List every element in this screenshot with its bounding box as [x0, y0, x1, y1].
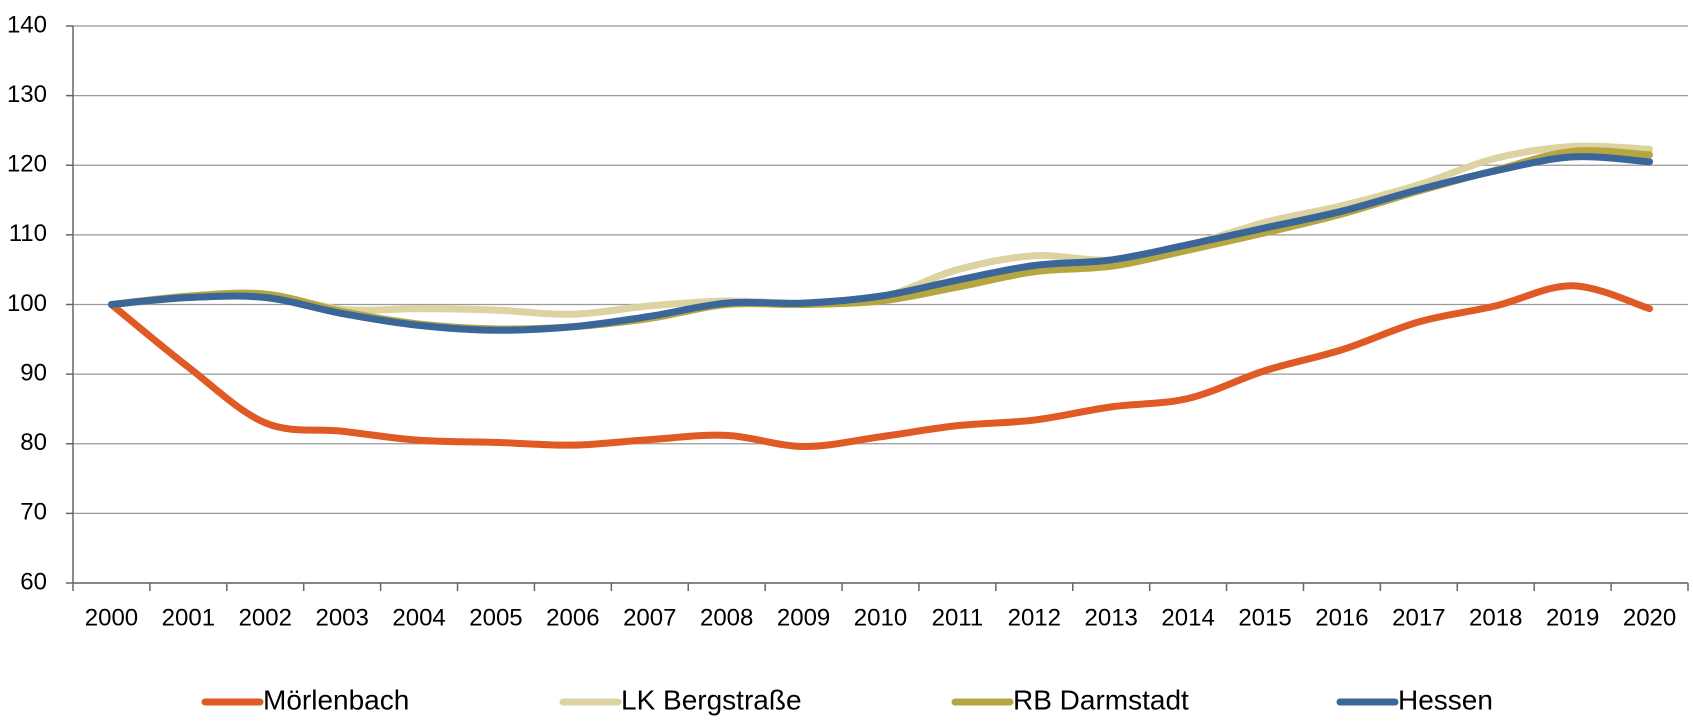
legend-label: Hessen	[1398, 684, 1493, 715]
legend-label: LK Bergstraße	[621, 684, 802, 715]
x-tick-label: 2015	[1238, 604, 1291, 631]
y-tick-label: 120	[7, 151, 47, 178]
legend-label: Mörlenbach	[263, 684, 409, 715]
x-tick-label: 2018	[1469, 604, 1522, 631]
x-tick-label: 2010	[854, 604, 907, 631]
legend-label: RB Darmstadt	[1013, 684, 1189, 715]
series-line	[107, 147, 1654, 333]
x-tick-label: 2008	[700, 604, 753, 631]
x-tick-label: 2019	[1546, 604, 1599, 631]
x-tick-label: 2020	[1623, 604, 1676, 631]
x-tick-label: 2013	[1085, 604, 1138, 631]
y-tick-label: 90	[20, 359, 47, 386]
y-tick-label: 80	[20, 429, 47, 456]
x-tick-label: 2001	[162, 604, 215, 631]
y-tick-label: 110	[9, 220, 47, 247]
y-tick-label: 130	[7, 81, 47, 108]
series-line	[107, 282, 1654, 451]
x-tick-label: 2005	[469, 604, 522, 631]
x-tick-label: 2009	[777, 604, 830, 631]
x-tick-label: 2011	[932, 604, 984, 631]
x-tick-label: 2003	[315, 604, 368, 631]
series-line	[107, 142, 1654, 318]
x-tick-label: 2002	[239, 604, 292, 631]
series-line	[107, 153, 1654, 334]
x-tick-label: 2012	[1008, 604, 1061, 631]
x-tick-label: 2006	[546, 604, 599, 631]
y-tick-label: 60	[20, 568, 47, 595]
x-tick-label: 2017	[1392, 604, 1445, 631]
y-tick-label: 140	[7, 11, 47, 38]
x-tick-label: 2007	[623, 604, 676, 631]
y-tick-label: 100	[7, 290, 47, 317]
x-tick-label: 2000	[85, 604, 138, 631]
x-tick-label: 2014	[1161, 604, 1214, 631]
y-tick-label: 70	[20, 499, 47, 526]
x-tick-label: 2004	[392, 604, 445, 631]
x-tick-label: 2016	[1315, 604, 1368, 631]
